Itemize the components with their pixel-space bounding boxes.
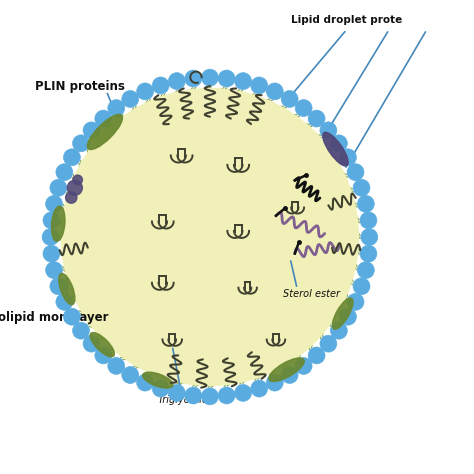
Circle shape xyxy=(122,91,139,108)
Circle shape xyxy=(65,192,77,203)
Circle shape xyxy=(339,308,356,325)
Circle shape xyxy=(67,180,82,195)
Circle shape xyxy=(360,245,377,262)
Circle shape xyxy=(251,77,268,94)
Circle shape xyxy=(201,69,219,86)
Circle shape xyxy=(218,387,235,404)
Circle shape xyxy=(168,384,185,401)
Circle shape xyxy=(185,70,202,87)
Ellipse shape xyxy=(87,114,122,149)
Ellipse shape xyxy=(143,372,173,388)
Circle shape xyxy=(108,357,125,374)
Circle shape xyxy=(95,110,112,127)
Circle shape xyxy=(122,366,139,383)
Circle shape xyxy=(347,164,364,181)
Text: Lipid droplet prote: Lipid droplet prote xyxy=(291,15,402,25)
Circle shape xyxy=(201,388,219,405)
Ellipse shape xyxy=(59,273,75,305)
Circle shape xyxy=(95,347,112,364)
Circle shape xyxy=(308,347,325,364)
Circle shape xyxy=(295,357,312,374)
Ellipse shape xyxy=(52,206,65,241)
Circle shape xyxy=(137,83,154,100)
Ellipse shape xyxy=(90,333,114,357)
Circle shape xyxy=(218,70,235,87)
Circle shape xyxy=(266,374,283,391)
Ellipse shape xyxy=(269,358,304,382)
Circle shape xyxy=(320,335,337,352)
Circle shape xyxy=(361,228,378,246)
Circle shape xyxy=(42,228,59,246)
Circle shape xyxy=(43,212,60,229)
Circle shape xyxy=(330,322,347,339)
Circle shape xyxy=(83,335,100,352)
Circle shape xyxy=(360,212,377,229)
Circle shape xyxy=(64,149,81,166)
Circle shape xyxy=(83,122,100,139)
Text: Triglyceride: Triglyceride xyxy=(158,395,215,405)
Circle shape xyxy=(235,73,252,90)
Circle shape xyxy=(281,91,298,108)
Circle shape xyxy=(339,149,356,166)
Text: Sterol ester: Sterol ester xyxy=(283,289,340,299)
Circle shape xyxy=(73,175,82,184)
Circle shape xyxy=(308,110,325,127)
Circle shape xyxy=(320,122,337,139)
Circle shape xyxy=(330,135,347,152)
Circle shape xyxy=(357,262,374,279)
Circle shape xyxy=(251,380,268,397)
Circle shape xyxy=(168,73,185,90)
Circle shape xyxy=(353,179,370,196)
Circle shape xyxy=(73,135,90,152)
Circle shape xyxy=(73,322,90,339)
Circle shape xyxy=(108,100,125,117)
Circle shape xyxy=(62,89,358,385)
Circle shape xyxy=(353,278,370,295)
Circle shape xyxy=(46,262,63,279)
Text: PLIN proteins: PLIN proteins xyxy=(36,80,125,92)
Circle shape xyxy=(266,83,283,100)
Circle shape xyxy=(50,278,67,295)
Circle shape xyxy=(56,293,73,310)
Circle shape xyxy=(43,245,60,262)
Circle shape xyxy=(281,366,298,383)
Ellipse shape xyxy=(332,298,353,329)
Circle shape xyxy=(152,380,169,397)
Circle shape xyxy=(56,164,73,181)
Circle shape xyxy=(137,374,154,391)
Circle shape xyxy=(235,384,252,401)
Circle shape xyxy=(295,100,312,117)
Circle shape xyxy=(347,293,364,310)
Circle shape xyxy=(50,179,67,196)
Circle shape xyxy=(152,77,169,94)
Circle shape xyxy=(46,195,63,212)
Text: olipid monolayer: olipid monolayer xyxy=(0,310,108,324)
Ellipse shape xyxy=(323,132,348,166)
Circle shape xyxy=(64,308,81,325)
Circle shape xyxy=(357,195,374,212)
Circle shape xyxy=(185,387,202,404)
